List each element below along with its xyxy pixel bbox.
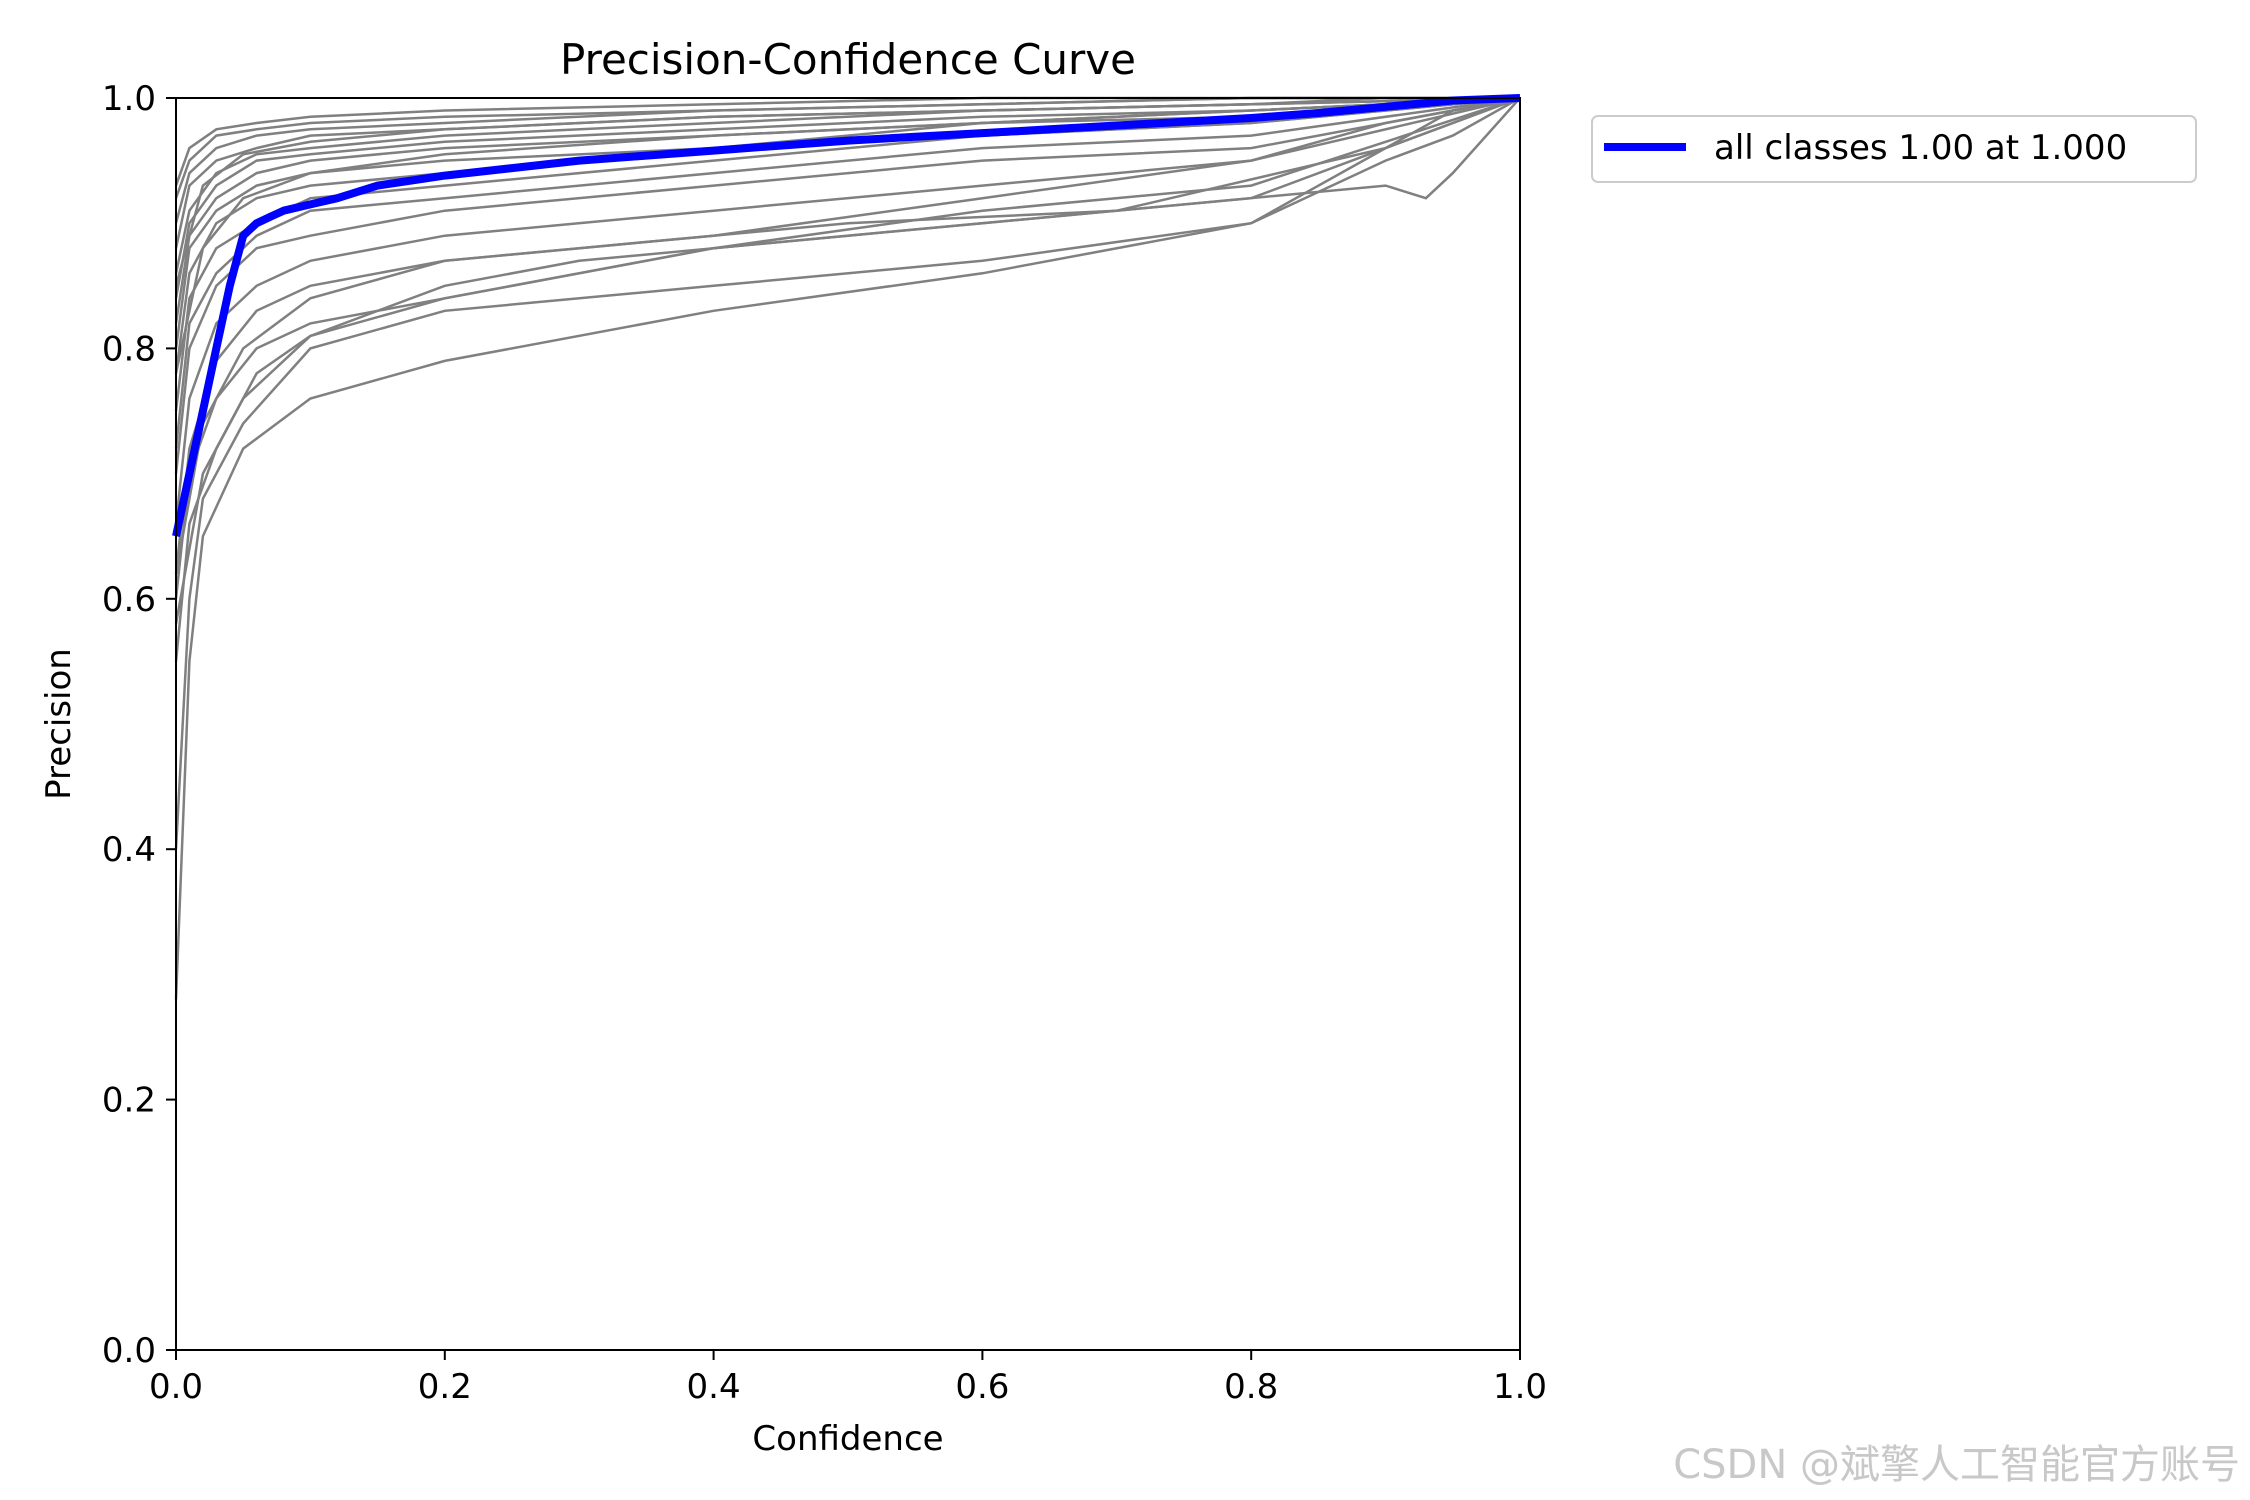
class-curve-0 bbox=[174, 96, 1521, 1000]
y-tick-label: 0.0 bbox=[102, 1331, 156, 1371]
x-tick-label: 0.4 bbox=[687, 1367, 741, 1407]
class-curve-12 bbox=[174, 96, 1521, 299]
class-curve-3 bbox=[174, 96, 1521, 599]
class-curve-16 bbox=[174, 96, 1520, 199]
class-curve-6 bbox=[174, 96, 1521, 474]
plot-frame bbox=[175, 97, 1521, 1351]
y-tick-label: 0.2 bbox=[102, 1081, 156, 1121]
y-axis-label: Precision bbox=[39, 648, 79, 800]
y-axis-ticks: 0.0 0.2 0.4 0.6 0.8 1.0 bbox=[102, 79, 176, 1371]
legend-box bbox=[1591, 115, 2197, 183]
class-curve-5 bbox=[174, 96, 1521, 524]
class-curve-11 bbox=[174, 96, 1521, 324]
legend: all classes 1.00 at 1.000 bbox=[1591, 115, 2197, 183]
x-tick-label: 0.6 bbox=[955, 1367, 1009, 1407]
x-tick-label: 0.2 bbox=[418, 1367, 472, 1407]
x-axis-ticks: 0.0 0.2 0.4 0.6 0.8 1.0 bbox=[149, 1350, 1547, 1407]
chart-title: Precision-Confidence Curve bbox=[560, 35, 1136, 84]
x-tick-label: 0.0 bbox=[149, 1367, 203, 1407]
x-tick-label: 0.8 bbox=[1224, 1367, 1278, 1407]
class-curve-7 bbox=[174, 96, 1521, 449]
class-curve-20 bbox=[174, 96, 1520, 287]
class-curve-18 bbox=[174, 97, 1521, 575]
y-tick-label: 0.8 bbox=[102, 329, 156, 369]
x-axis-label: Confidence bbox=[752, 1419, 943, 1459]
y-tick-label: 0.4 bbox=[102, 830, 156, 870]
watermark: CSDN @斌擎人工智能官方账号 bbox=[1673, 1442, 2240, 1488]
x-tick-label: 1.0 bbox=[1493, 1367, 1547, 1407]
legend-label-all-classes: all classes 1.00 at 1.000 bbox=[1714, 128, 2127, 168]
y-tick-label: 0.6 bbox=[102, 580, 156, 620]
y-tick-label: 1.0 bbox=[102, 79, 156, 119]
class-curve-19 bbox=[174, 96, 1521, 625]
mean-curve bbox=[172, 94, 1521, 538]
series-line-all-classes bbox=[172, 94, 1521, 538]
